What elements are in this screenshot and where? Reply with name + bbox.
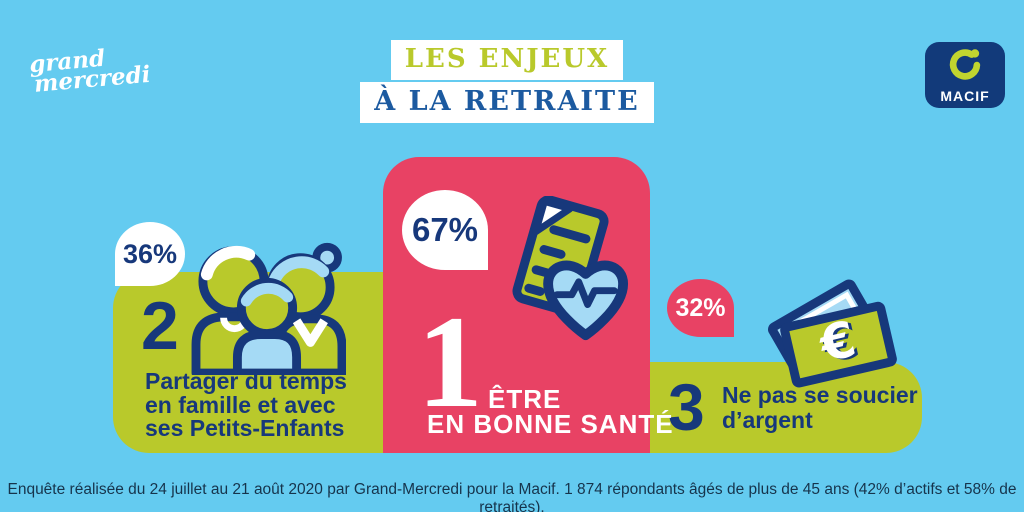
family-icon <box>191 242 346 375</box>
podium-step-rank3 <box>650 362 922 453</box>
percent-bubble-rank2: 36% <box>115 222 185 286</box>
rank2-label-line2: en famille et avec <box>145 391 336 418</box>
rank2-label: Partager du temps en famille et avec ses… <box>145 368 347 441</box>
rank1-label-line2: EN BONNE SANTÉ <box>427 409 674 439</box>
rank-number-2: 2 <box>141 288 179 364</box>
banknotes-icon: € € <box>768 279 897 388</box>
macif-swirl-icon <box>949 49 981 80</box>
rank2-label-line3: ses Petits-Enfants <box>145 415 345 441</box>
rank2-label-line1: Partager du temps <box>145 368 347 394</box>
title-line1: LES ENJEUX <box>390 40 624 80</box>
percent-value-rank2: 36% <box>122 238 178 269</box>
percent-bubble-rank3: 32% <box>667 279 734 337</box>
macif-label: MACIF <box>940 88 990 104</box>
survey-source-note: Enquête réalisée du 24 juillet au 21 aoû… <box>7 481 1017 512</box>
rank3-label: Ne pas se soucier d’argent <box>722 383 918 433</box>
brand-line2: mercredi <box>32 60 152 98</box>
rank3-label-line1: Ne pas se soucier <box>722 382 918 408</box>
percent-value-rank3: 32% <box>675 293 726 322</box>
rank1-label-line1: ÊTRE <box>488 384 562 414</box>
percent-value-rank1: 67% <box>411 211 479 248</box>
rank-number-1: 1 <box>417 288 483 435</box>
title-line2: À LA RETRAITE <box>360 82 654 123</box>
rank-number-3: 3 <box>668 370 705 444</box>
rank3-label-line2: d’argent <box>722 407 813 433</box>
grand-mercredi-logo: grand mercredi <box>28 45 152 98</box>
document-heart-icon <box>512 196 629 341</box>
page-title: LES ENJEUX À LA RETRAITE <box>307 40 707 123</box>
macif-logo: MACIF <box>925 42 1005 108</box>
percent-bubble-rank1: 67% <box>402 190 488 270</box>
